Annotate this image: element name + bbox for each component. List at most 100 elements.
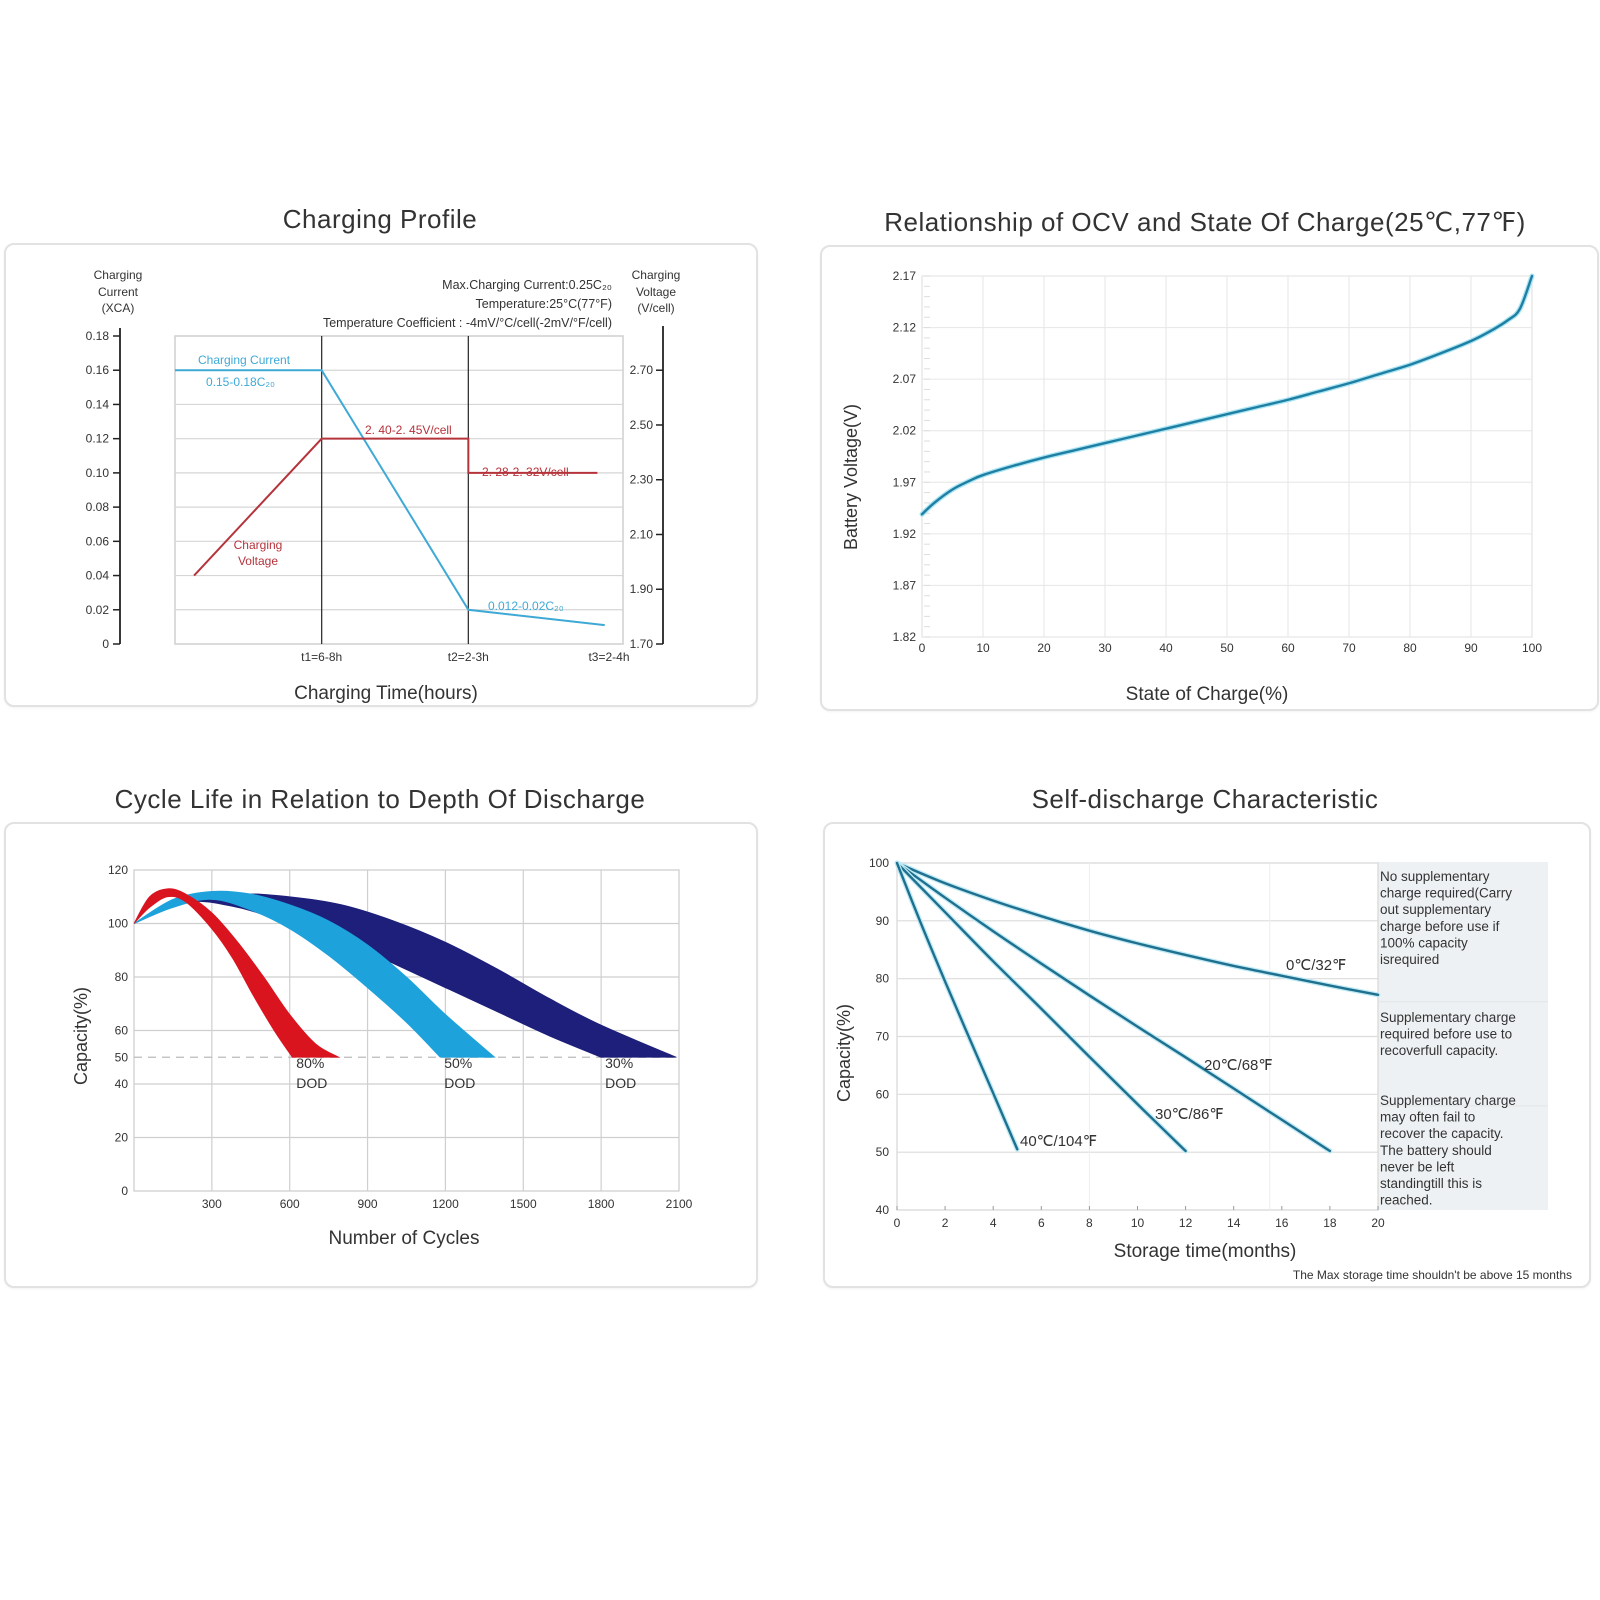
y-tick-label: 2.17 [893,269,917,283]
y-tick-label: 2.07 [893,372,917,386]
y-tick-label: 50 [876,1145,890,1159]
x-tick-label: 1500 [510,1197,537,1211]
right-tick-label: 1.90 [630,582,654,596]
annotation-voltage-float: 2. 28-2. 32V/cell [482,465,569,479]
storage-footnote: The Max storage time shouldn't be above … [1293,1268,1572,1282]
y-tick-label: 60 [115,1024,129,1038]
dod-label-dod: DOD [605,1075,636,1091]
dod-label-dod: DOD [444,1075,475,1091]
curve-label: 30℃/86℉ [1155,1106,1224,1123]
x-tick-label: 2100 [666,1197,693,1211]
y-axis-title: Capacity(%) [834,1004,854,1102]
y-tick-label: 2.12 [893,321,917,335]
x-tick-label: 0 [894,1216,901,1230]
left-tick-label: 0.16 [86,363,110,377]
y-tick-label: 1.92 [893,527,917,541]
left-axis-label-line3: (XCA) [102,301,135,315]
right-axis-label-line2: Voltage [636,285,676,299]
ocv-curve [920,274,1534,516]
x-tick-label: 8 [1086,1216,1093,1230]
x-tick-label: 900 [358,1197,378,1211]
zone-note: Supplementary charge required before use … [1380,1010,1516,1058]
cycle-life-title: Cycle Life in Relation to Depth Of Disch… [114,784,646,814]
discharge-curve [895,861,1187,1153]
x-tick-label: 1200 [432,1197,459,1211]
left-axis-label-line1: Charging [94,268,143,282]
y-tick-label: 2.02 [893,424,917,438]
plot-frame [174,335,624,645]
discharge-curve [895,861,1019,1151]
dod-label-percent: 80% [296,1055,324,1071]
y-tick-label: 100 [108,917,128,931]
left-tick-label: 0.18 [86,329,110,343]
zone-note: No supplementary charge required(Carry out… [1380,869,1512,967]
x-tick-label: 60 [1281,641,1295,655]
x-tick-label: 90 [1464,641,1478,655]
left-tick-label: 0.06 [86,534,110,548]
x-tick-label: 20 [1037,641,1051,655]
annotation-trickle-current: 0.012-0.02C₂₀ [488,599,564,613]
x-tick-label: 10 [976,641,990,655]
curve-label: 0℃/32℉ [1286,957,1346,974]
y-axis-title: Capacity(%) [71,987,91,1085]
y-axis-title: Battery Voltage(V) [841,404,861,550]
curve-label: 20℃/68℉ [1204,1057,1273,1074]
x-tick-label: 4 [990,1216,997,1230]
y-tick-label: 40 [115,1077,129,1091]
y-tick-label: 20 [115,1131,129,1145]
x-tick-label: 300 [202,1197,222,1211]
left-tick-label: 0.12 [86,432,110,446]
dod-label-dod: DOD [296,1075,327,1091]
y-tick-label: 1.82 [893,630,917,644]
dod-band-80-percent [133,888,341,1058]
y-tick-label: 120 [108,863,128,877]
x-axis-title: State of Charge(%) [1126,684,1289,705]
discharge-curve [895,861,1380,997]
y-tick-label: 70 [876,1030,890,1044]
left-tick-label: 0.14 [86,397,110,411]
y-tick-label: 90 [876,914,890,928]
dod-label-percent: 30% [605,1055,633,1071]
x-tick-label: 70 [1342,641,1356,655]
annotation-current-range: 0.15-0.18C₂₀ [206,375,275,389]
x-tick-label: 0 [919,641,926,655]
x-axis-title: Number of Cycles [329,1228,480,1249]
discharge-curve [895,861,1332,1153]
note-temperature-coefficient: Temperature Coefficient : -4mV/°C/cell(-… [323,316,612,330]
y-tick-label: 0 [121,1184,128,1198]
x-axis-title: Charging Time(hours) [294,683,478,704]
y-tick-label: 80 [876,972,890,986]
x-tick-label: 14 [1227,1216,1241,1230]
zone-panel [1378,862,1548,1210]
left-tick-label: 0.02 [86,603,110,617]
zone-note: Supplementary charge may often fail to rec… [1380,1093,1516,1208]
right-tick-label: 1.70 [630,637,654,651]
right-axis-label-line3: (V/cell) [637,301,674,315]
curve-label: 40℃/104℉ [1020,1133,1097,1150]
y-tick-label: 40 [876,1203,890,1217]
x-tick-label: 18 [1323,1216,1337,1230]
y-tick-label: 50 [115,1050,129,1064]
charging-profile-panel [4,243,758,707]
annotation-voltage-high: 2. 40-2. 45V/cell [365,423,452,437]
x-tick-label: 16 [1275,1216,1289,1230]
x-tick-label: 40 [1159,641,1173,655]
annotation-charging-voltage-line1: Charging [234,538,283,552]
y-tick-label: 100 [869,856,889,870]
annotation-charging-voltage-line2: Voltage [238,554,278,568]
note-max-current: Max.Charging Current:0.25C₂₀ [442,278,612,292]
right-axis-label-line1: Charging [632,268,681,282]
y-tick-label: 80 [115,970,129,984]
x-tick-label: 1800 [588,1197,615,1211]
self-discharge-title: Self-discharge Characteristic [1031,784,1379,814]
ocv-soc-panel [820,245,1599,711]
right-tick-label: 2.10 [630,527,654,541]
left-tick-label: 0.08 [86,500,110,514]
x-tick-label: 100 [1522,641,1542,655]
x-tick-label: 12 [1179,1216,1193,1230]
right-tick-label: 2.70 [630,363,654,377]
